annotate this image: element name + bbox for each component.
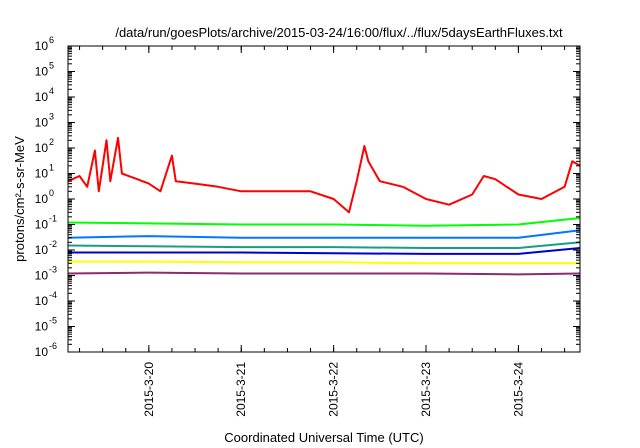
plot-series-group bbox=[67, 136, 581, 276]
y-tick-exponent: 1 bbox=[49, 163, 54, 173]
y-tick-exponent: -4 bbox=[49, 290, 57, 300]
x-tick-label: 2015-3-20 bbox=[142, 362, 156, 417]
series-line-6 bbox=[68, 260, 580, 265]
y-tick-exponent: -5 bbox=[49, 316, 57, 326]
y-tick-label: 10 bbox=[35, 90, 49, 104]
y-tick-label: 10 bbox=[35, 192, 49, 206]
y-tick-label: 10 bbox=[35, 116, 49, 130]
y-tick-label: 10 bbox=[35, 243, 49, 257]
y-tick-label: 10 bbox=[35, 294, 49, 308]
y-tick-label: 10 bbox=[35, 167, 49, 181]
y-tick-label: 10 bbox=[35, 320, 49, 334]
series-line-7 bbox=[67, 271, 581, 276]
y-tick-exponent: -3 bbox=[49, 265, 57, 275]
x-axis-ticks: 2015-3-20 2015-3-21 2015-3-22 2015-3-23 2015… bbox=[79, 46, 566, 417]
y-tick-label: 10 bbox=[35, 65, 49, 79]
x-tick-label: 2015-3-22 bbox=[327, 362, 341, 417]
chart-title: /data/run/goesPlots/archive/2015-03-24/1… bbox=[115, 25, 563, 40]
y-tick-exponent: 5 bbox=[49, 61, 54, 71]
x-axis-label: Coordinated Universal Time (UTC) bbox=[224, 430, 423, 445]
series-line-5 bbox=[68, 247, 581, 255]
series-line-1 bbox=[67, 136, 581, 214]
y-tick-label: 10 bbox=[35, 141, 49, 155]
y-tick-exponent: 6 bbox=[49, 35, 54, 45]
series-line-3 bbox=[67, 229, 581, 239]
plot-frame bbox=[67, 45, 581, 353]
y-tick-exponent: -1 bbox=[49, 214, 57, 224]
series-line-4 bbox=[67, 241, 581, 249]
y-tick-label: 10 bbox=[35, 39, 49, 53]
y-tick-exponent: 0 bbox=[49, 188, 54, 198]
y-tick-label: 10 bbox=[35, 218, 49, 232]
x-tick-label: 2015-3-24 bbox=[511, 362, 525, 417]
y-tick-exponent: -6 bbox=[49, 341, 57, 351]
x-tick-label: 2015-3-23 bbox=[419, 362, 433, 417]
y-axis-label: protons/cm²-s-sr-MeV bbox=[12, 136, 27, 262]
y-tick-exponent: -2 bbox=[49, 239, 57, 249]
y-tick-label: 10 bbox=[35, 269, 49, 283]
y-tick-label: 10 bbox=[35, 345, 49, 359]
series-line-2 bbox=[67, 217, 581, 227]
y-tick-exponent: 4 bbox=[49, 86, 54, 96]
y-tick-exponent: 2 bbox=[49, 137, 54, 147]
x-tick-label: 2015-3-21 bbox=[234, 362, 248, 417]
y-tick-exponent: 3 bbox=[49, 112, 54, 122]
